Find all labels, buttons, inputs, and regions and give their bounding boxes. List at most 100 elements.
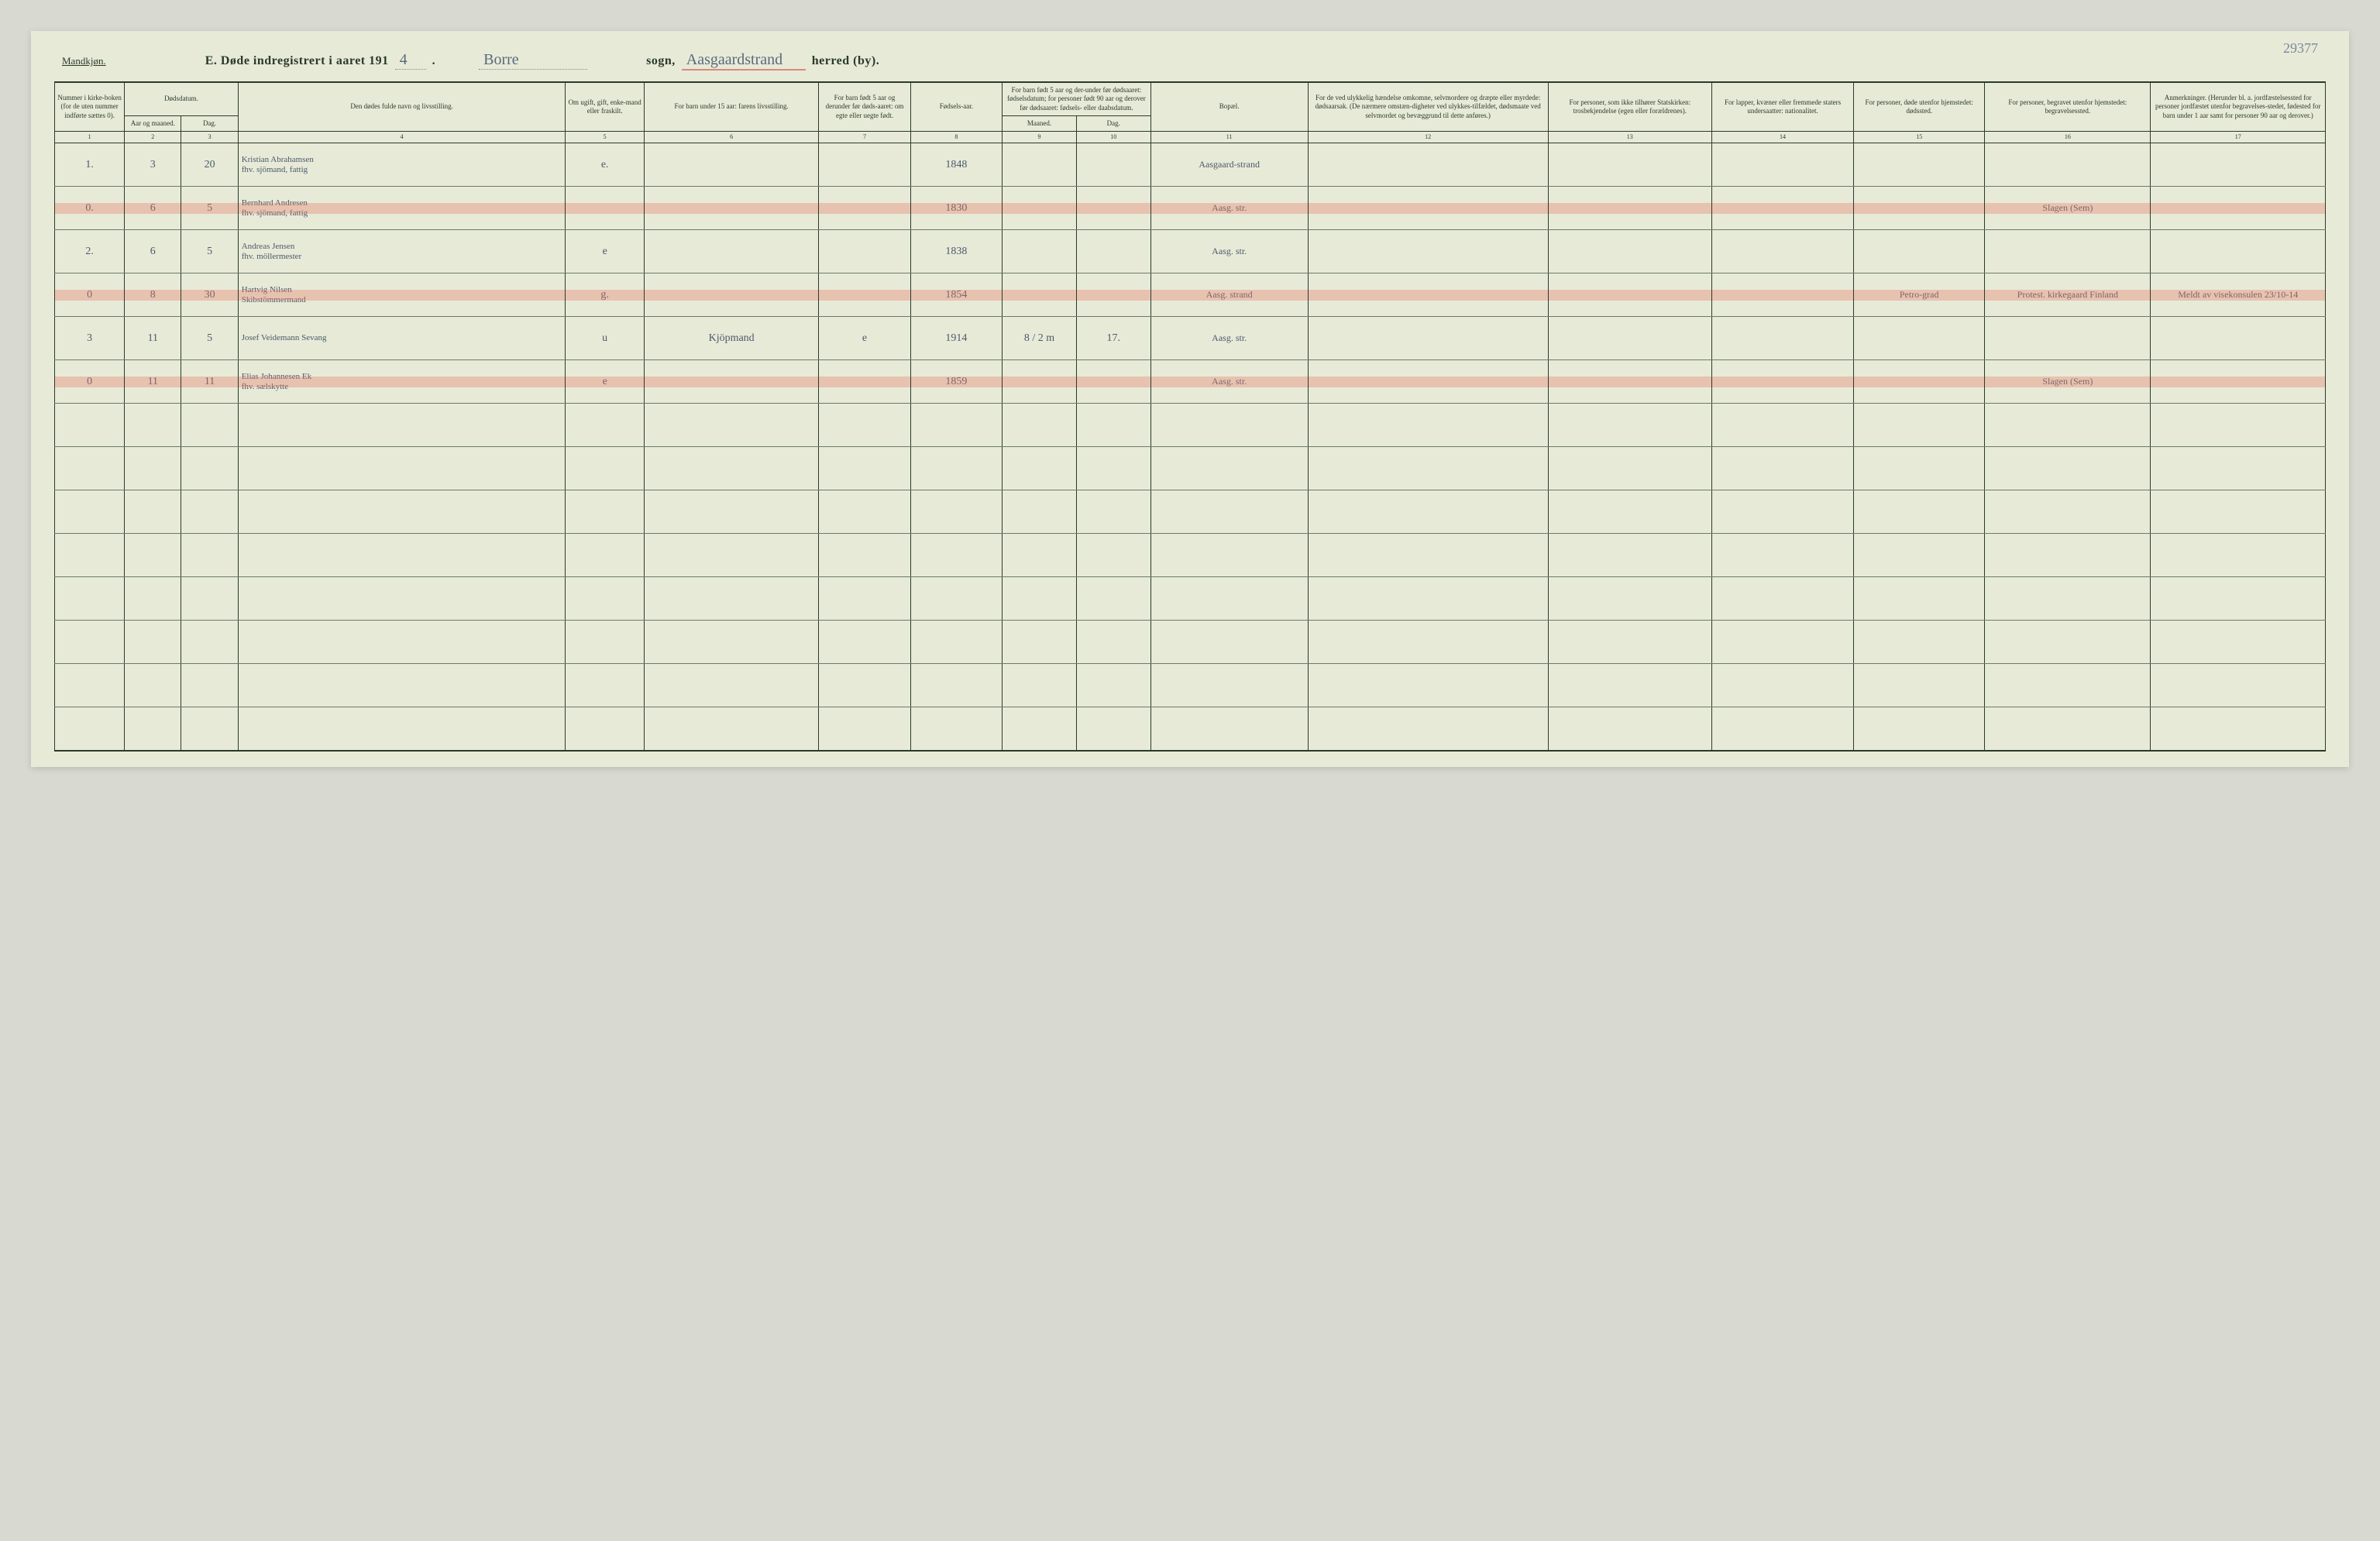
cell [2151,621,2326,664]
cell [55,490,125,534]
cell [1076,404,1150,447]
cell [1003,447,1077,490]
cell [566,707,644,751]
cell [1308,707,1548,751]
cell [1711,317,1853,360]
cell [910,490,1002,534]
year-handwritten: 4 [395,51,426,70]
cell [644,360,818,404]
cell [566,621,644,664]
herred-handwritten: Aasgaardstrand [682,51,806,71]
cell: 8 [125,273,181,317]
cell [819,187,910,230]
cell [1854,577,1985,621]
cell [125,447,181,490]
cell [1548,447,1711,490]
cell [819,490,910,534]
cell: 1914 [910,317,1002,360]
cell [181,490,238,534]
cell [1150,707,1308,751]
table-row: 1.320Kristian Abrahamsenfhv. sjömand, fa… [55,143,2326,187]
cell: Kjöpmand [644,317,818,360]
cell [1076,360,1150,404]
cell: Kristian Abrahamsenfhv. sjömand, fattig [238,143,566,187]
cell [1985,230,2151,273]
cell [1076,621,1150,664]
cell [1854,317,1985,360]
cell [1076,273,1150,317]
cell [181,621,238,664]
table-row: 2.65Andreas Jensenfhv. möllermestere1838… [55,230,2326,273]
cell [1985,447,2151,490]
cell [1076,143,1150,187]
cell [1985,577,2151,621]
table-row: 0.65Bernhard Andresenfhv. sjömand, fatti… [55,187,2326,230]
cell: Protest. kirkegaard Finland [1985,273,2151,317]
cell: 11 [125,317,181,360]
cell [1985,621,2151,664]
cell [1548,534,1711,577]
cell [125,664,181,707]
cell [1076,490,1150,534]
cell [1548,621,1711,664]
cell [125,490,181,534]
cell [644,447,818,490]
table-row [55,404,2326,447]
cell [1985,490,2151,534]
cell [819,273,910,317]
cell [819,360,910,404]
sogn-label: sogn, [646,54,676,68]
cell [819,447,910,490]
cell: 17. [1076,317,1150,360]
table-row [55,621,2326,664]
col-number: 2 [125,132,181,143]
cell [1150,490,1308,534]
cell: 6 [125,230,181,273]
cell [1711,707,1853,751]
cell [2151,404,2326,447]
cell [1003,621,1077,664]
cell [566,404,644,447]
cell: 11 [181,360,238,404]
cell: 30 [181,273,238,317]
cell [1150,534,1308,577]
cell [238,621,566,664]
cell [1076,230,1150,273]
col-number: 6 [644,132,818,143]
table-row: 0830Hartvig NilsenSkibstömmermandg.1854A… [55,273,2326,317]
cell [1548,143,1711,187]
table-head: Nummer i kirke-boken (for de uten nummer… [55,83,2326,143]
cell: Josef Veidemann Sevang [238,317,566,360]
cell: Elias Johannesen Ekfhv. sælskytte [238,360,566,404]
cell [1854,534,1985,577]
cell [181,534,238,577]
cell [1711,664,1853,707]
cell [819,664,910,707]
cell [1150,621,1308,664]
cell: e [566,230,644,273]
cell [566,534,644,577]
col-header: For lapper, kvæner eller fremmede stater… [1711,83,1853,132]
cell [1150,664,1308,707]
cell [125,534,181,577]
cell [1985,404,2151,447]
cell [2151,143,2326,187]
cell [1985,707,2151,751]
cell: Bernhard Andresenfhv. sjömand, fattig [238,187,566,230]
table-row: 01111Elias Johannesen Ekfhv. sælskyttee1… [55,360,2326,404]
table-row [55,490,2326,534]
cell [55,577,125,621]
cell [1003,707,1077,751]
col-number: 7 [819,132,910,143]
cell [566,447,644,490]
cell: 1838 [910,230,1002,273]
cell [1003,143,1077,187]
cell [181,577,238,621]
cell [2151,534,2326,577]
cell: Slagen (Sem) [1985,360,2151,404]
cell [1308,143,1548,187]
table-row: 3115Josef Veidemann SevanguKjöpmande1914… [55,317,2326,360]
cell [819,707,910,751]
cell [1548,317,1711,360]
cell [910,621,1002,664]
